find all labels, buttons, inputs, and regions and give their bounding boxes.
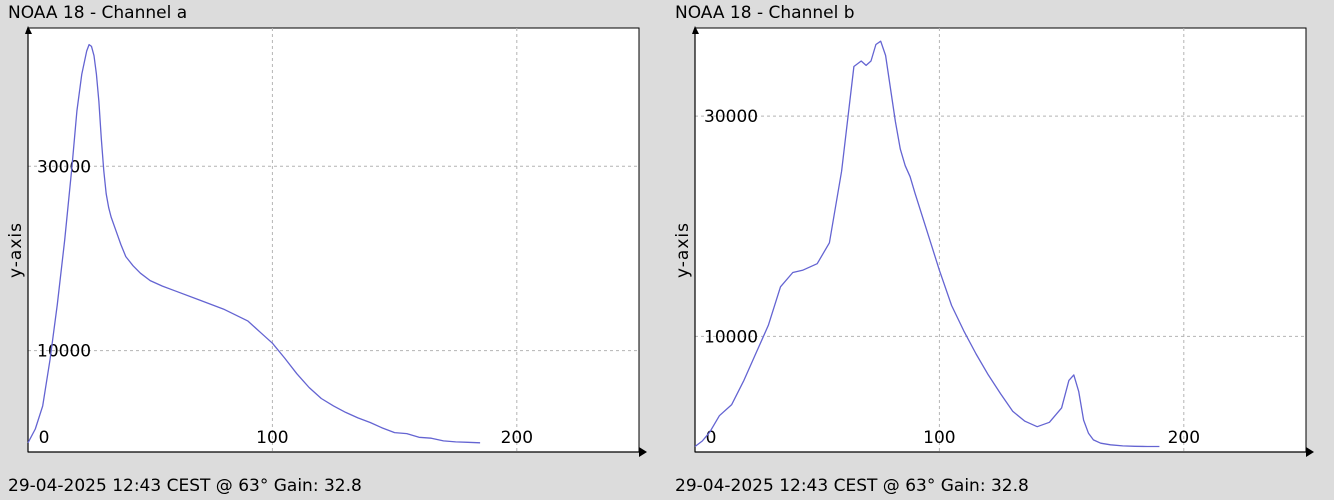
x-tick-label: 200 [501, 428, 533, 448]
x-tick-label: 0 [39, 428, 50, 448]
y-axis-label: y-axis [673, 222, 693, 278]
y-tick-label: 10000 [37, 342, 91, 362]
chart-panel-channel-a: NOAA 18 - Channel a 0 100 200 10000 30000 y-a… [6, 3, 647, 496]
chart-title: NOAA 18 - Channel a [8, 3, 188, 23]
series-line [27, 43, 481, 444]
x-tick-label: 200 [1168, 428, 1200, 448]
x-axis-arrow [639, 447, 647, 457]
chart-title: NOAA 18 - Channel b [675, 3, 855, 23]
chart-panel-channel-b: NOAA 18 - Channel b 0 100 200 10000 30000 y-a… [667, 0, 1334, 500]
y-axis-arrow [692, 26, 699, 34]
plot-area [27, 27, 640, 453]
y-tick-label: 30000 [37, 157, 91, 177]
x-axis-arrow [1306, 447, 1314, 457]
series-line [694, 40, 1160, 448]
chart-footer: 29-04-2025 12:43 CEST @ 63° Gain: 32.8 [8, 476, 362, 496]
y-axis-arrow [25, 26, 32, 34]
chart-svg: 0 100 200 10000 30000 y-axis [6, 26, 647, 457]
chart-footer: 29-04-2025 12:43 CEST @ 63° Gain: 32.8 [675, 476, 1029, 496]
chart-svg: 0 100 200 10000 30000 y-axis [673, 26, 1314, 457]
plot-area [694, 27, 1307, 453]
y-tick-label: 10000 [704, 327, 758, 347]
y-tick-label: 30000 [704, 107, 758, 127]
x-tick-label: 100 [923, 428, 955, 448]
x-tick-label: 0 [706, 428, 717, 448]
x-tick-label: 100 [256, 428, 288, 448]
y-axis-label: y-axis [6, 222, 26, 278]
